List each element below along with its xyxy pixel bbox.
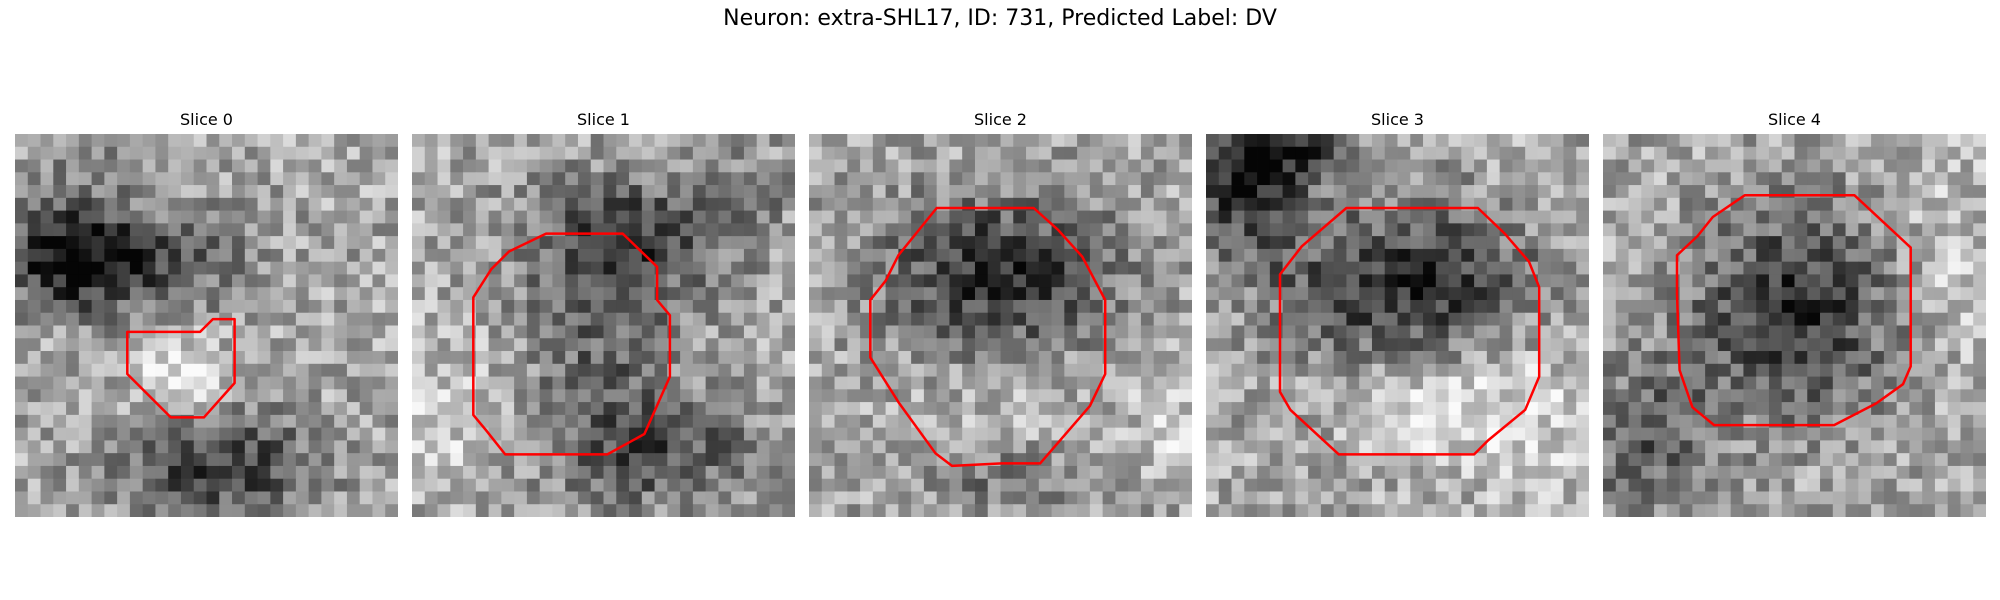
neuron-contour [1675,194,1912,427]
slice-image-3 [1206,134,1589,517]
slice-panel-2: Slice 2 [809,0,1192,600]
slice-title: Slice 4 [1768,110,1821,129]
slice-panel-3: Slice 3 [1206,0,1589,600]
slice-pixels [15,134,398,517]
neuron-contour [1278,206,1541,456]
slice-pixels [1603,134,1986,517]
slice-pixels [1206,134,1589,517]
neuron-contour [472,232,672,456]
figure-title: Neuron: extra-SHL17, ID: 731, Predicted … [723,6,1277,31]
slice-panel-0: Slice 0 [15,0,398,600]
slice-title: Slice 2 [974,110,1027,129]
slice-title: Slice 0 [180,110,233,129]
slice-image-1 [412,134,795,517]
slice-image-4 [1603,134,1986,517]
neuron-contour [126,317,236,419]
slice-panel-1: Slice 1 [412,0,795,600]
slice-title: Slice 3 [1371,110,1424,129]
slice-pixels [412,134,795,517]
slice-image-2 [809,134,1192,517]
slice-title: Slice 1 [577,110,630,129]
slice-image-0 [15,134,398,517]
slice-pixels [809,134,1192,517]
neuron-contour [869,206,1107,468]
slice-panel-4: Slice 4 [1603,0,1986,600]
